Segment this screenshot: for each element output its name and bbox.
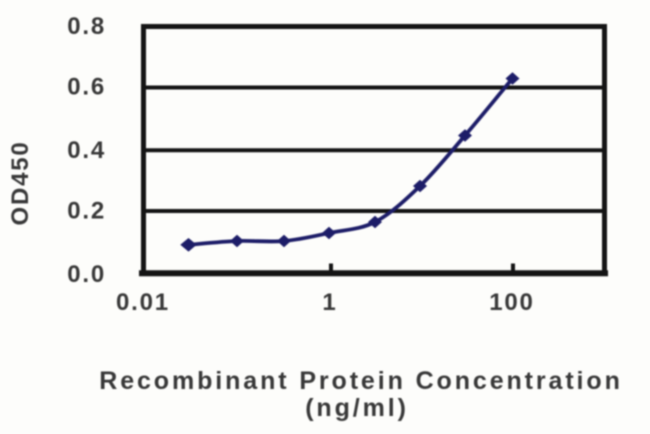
svg-text:0.6: 0.6 [67,74,106,101]
svg-text:0.0: 0.0 [67,261,106,288]
svg-text:1: 1 [322,289,337,316]
svg-text:100: 100 [489,289,534,316]
svg-text:0.2: 0.2 [67,198,106,225]
svg-text:0.8: 0.8 [67,13,106,40]
svg-text:0.01: 0.01 [116,289,170,316]
svg-text:(ng/ml): (ng/ml) [305,394,409,422]
svg-text:0.4: 0.4 [67,137,106,164]
svg-text:Recombinant Protein Concentrat: Recombinant Protein Concentration [99,367,623,395]
svg-text:OD450: OD450 [7,140,34,225]
